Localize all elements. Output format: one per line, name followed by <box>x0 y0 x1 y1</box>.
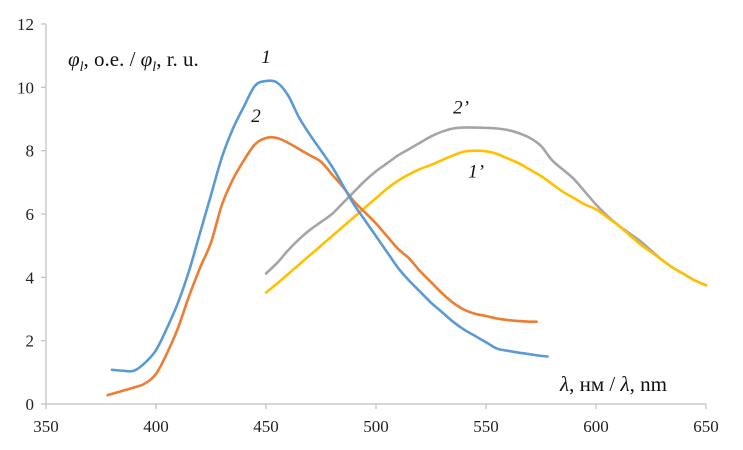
x-axis-label-unit-en: , nm <box>630 372 667 396</box>
x-axis-label-symbol-2: λ <box>619 372 629 396</box>
x-axis-label-unit-ru: , нм / <box>569 372 620 396</box>
x-tick-label: 350 <box>33 417 59 436</box>
x-tick-label: 450 <box>253 417 279 436</box>
y-axis-label-symbol-2: φ <box>141 47 153 71</box>
x-axis-label-symbol: λ <box>559 372 569 396</box>
curve-label-4: 1’ <box>468 161 484 182</box>
y-tick-label: 2 <box>26 332 35 351</box>
series-line-3 <box>264 126 708 287</box>
x-tick-labels: 350 400 450 500 550 600 650 <box>33 404 719 436</box>
y-axis-label-unit-en: , r. u. <box>156 47 199 71</box>
y-axis-label-subscript-2: l <box>152 60 156 75</box>
y-tick-labels: 0 2 4 6 8 10 12 <box>17 15 46 414</box>
curve-labels: 1 2 2’ 1’ <box>251 47 484 182</box>
curve-label-1: 1 <box>261 47 271 68</box>
x-tick-label: 400 <box>143 417 169 436</box>
x-tick-label: 650 <box>693 417 719 436</box>
y-tick-label: 10 <box>17 78 34 97</box>
x-tick-label: 550 <box>473 417 499 436</box>
curve-label-2: 2 <box>251 106 261 127</box>
y-tick-label: 6 <box>26 205 35 224</box>
series-line-1 <box>110 79 549 373</box>
y-axis-label-unit-ru: , о.е. / <box>84 47 141 71</box>
y-tick-label: 0 <box>26 395 35 414</box>
x-axis-label: λ, нм / λ, nm <box>559 372 667 396</box>
y-axis-label-subscript: l <box>80 60 84 75</box>
x-tick-label: 500 <box>363 417 389 436</box>
series-lines <box>106 79 708 397</box>
y-axis-label: φl, о.е. / φl, r. u. <box>68 47 199 75</box>
series-line-2 <box>106 136 538 397</box>
series-line-4 <box>264 149 708 294</box>
y-axis-label-symbol: φ <box>68 47 80 71</box>
y-tick-label: 8 <box>26 142 35 161</box>
curve-label-3: 2’ <box>453 98 469 119</box>
x-tick-label: 600 <box>583 417 609 436</box>
y-tick-label: 12 <box>17 15 34 34</box>
y-tick-label: 4 <box>26 268 35 287</box>
